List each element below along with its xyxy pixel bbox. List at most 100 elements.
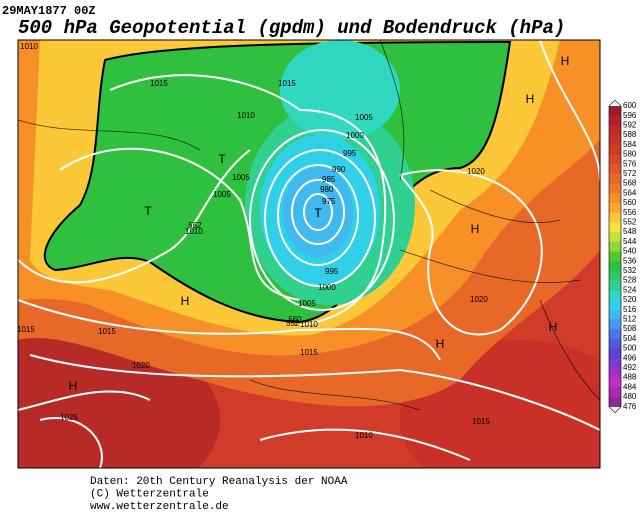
isobar-label: 1000 — [346, 131, 364, 140]
colorbar-band — [609, 397, 621, 407]
isobar-label: 1025 — [60, 413, 78, 422]
footer-line: www.wetterzentrale.de — [90, 501, 229, 510]
colorbar-label: 596 — [623, 111, 637, 120]
colorbar-band — [609, 212, 621, 223]
colorbar-label: 552 — [623, 218, 637, 227]
isobar-label: 1015 — [17, 325, 35, 334]
colorbar-band — [609, 222, 621, 233]
colorbar-label: 528 — [623, 276, 637, 285]
colorbar-band — [609, 251, 621, 262]
isobar-label: 1010 — [185, 227, 203, 236]
isobars — [18, 40, 600, 468]
isobar-label: 1010 — [355, 431, 373, 440]
colorbar-label: 516 — [623, 305, 637, 314]
colorbar-label: 488 — [623, 373, 637, 382]
colorbar-band — [609, 329, 621, 340]
isobar-label: 990 — [332, 165, 346, 174]
pressure-center: H — [561, 54, 570, 68]
colorbar-label: 536 — [623, 256, 637, 265]
isobar-label: 1010 — [237, 111, 255, 120]
isobar-label: 1005 — [213, 190, 231, 199]
colorbar-label: 544 — [623, 237, 637, 246]
colorbar-label: 524 — [623, 285, 637, 294]
colorbar-band — [609, 241, 621, 252]
colorbar-band — [609, 367, 621, 378]
colorbar-label: 600 — [623, 101, 637, 110]
colorbar-label: 476 — [623, 402, 637, 411]
colorbar-band — [609, 232, 621, 243]
colorbar-label: 564 — [623, 188, 637, 197]
colorbar-label: 496 — [623, 353, 637, 362]
contour-label: 552 — [286, 319, 300, 328]
colorbar-band — [609, 144, 621, 155]
colorbar-band — [609, 270, 621, 281]
isobar-label: 1015 — [300, 348, 318, 357]
colorbar-band — [609, 377, 621, 388]
contour-label: 560 — [288, 315, 302, 324]
map-frame — [17, 39, 601, 469]
colorbar-band — [609, 115, 621, 126]
colorbar-label: 508 — [623, 324, 637, 333]
colorbar: 6005965925885845805765725685645605565525… — [608, 99, 637, 414]
colorbar-band — [609, 154, 621, 165]
colorbar-band — [609, 300, 621, 310]
title: 500 hPa Geopotential (gpdm) und Bodendru… — [18, 17, 565, 39]
colorbar-band — [609, 290, 621, 301]
colorbar-band — [609, 193, 621, 204]
colorbar-band — [609, 358, 621, 369]
colorbar-label: 484 — [623, 382, 637, 391]
isobar-label: 1015 — [472, 417, 490, 426]
colorbar-label: 548 — [623, 227, 637, 236]
pressure-center: H — [471, 222, 480, 236]
isobar-label: 1010 — [20, 42, 38, 51]
isobar-label: 1015 — [278, 79, 296, 88]
isobar-label: 995 — [325, 267, 339, 276]
isobar-label: 1005 — [232, 173, 250, 182]
colorbar-label: 592 — [623, 121, 637, 130]
footer-line: Daten: 20th Century Reanalysis der NOAA — [90, 476, 348, 488]
map — [17, 39, 601, 469]
isobar-label: 1005 — [355, 113, 373, 122]
pressure-center: H — [526, 92, 535, 106]
colorbar-label: 500 — [623, 344, 637, 353]
isobar-label: 985 — [322, 175, 336, 184]
isobar-label: 1015 — [98, 327, 116, 336]
pressure-center: T — [314, 206, 322, 220]
colorbar-label: 520 — [623, 295, 637, 304]
colorbar-label: 532 — [623, 266, 637, 275]
isobar-label: 980 — [320, 185, 334, 194]
isobar-label: 1020 — [470, 295, 488, 304]
colorbar-band — [609, 319, 621, 330]
colorbar-label: 560 — [623, 198, 637, 207]
footer: Daten: 20th Century Reanalysis der NOAA(… — [90, 476, 348, 513]
pressure-center: H — [181, 294, 190, 308]
isobar-label: 1015 — [150, 79, 168, 88]
colorbar-band — [609, 125, 621, 136]
colorbar-label: 572 — [623, 169, 637, 178]
isobar-label: 995 — [343, 149, 357, 158]
colorbar-frame — [608, 99, 622, 414]
isobar-label: 1020 — [132, 361, 150, 370]
pressure-center: H — [436, 337, 445, 351]
colorbar-band — [609, 309, 621, 320]
colorbar-band — [609, 183, 621, 194]
colorbar-label: 540 — [623, 247, 637, 256]
isobar-label: 1000 — [318, 283, 336, 292]
date: 29MAY1877 00Z — [2, 4, 96, 18]
colorbar-label: 568 — [623, 179, 637, 188]
isobar-label: 975 — [322, 197, 336, 206]
coastlines — [18, 40, 600, 411]
colorbar-label: 492 — [623, 363, 637, 372]
pressure-center: T — [218, 152, 226, 166]
isobar-label: 1020 — [467, 167, 485, 176]
cyan-zone — [280, 40, 400, 140]
colorbar-band — [609, 135, 621, 146]
colorbar-label: 580 — [623, 150, 637, 159]
footer-line: (C) Wetterzentrale — [90, 488, 209, 500]
contour-label: 552 — [188, 221, 202, 230]
colorbar-label: 556 — [623, 208, 637, 217]
colorbar-band — [609, 164, 621, 175]
colorbar-label: 480 — [623, 392, 637, 401]
colorbar-band — [609, 106, 621, 116]
